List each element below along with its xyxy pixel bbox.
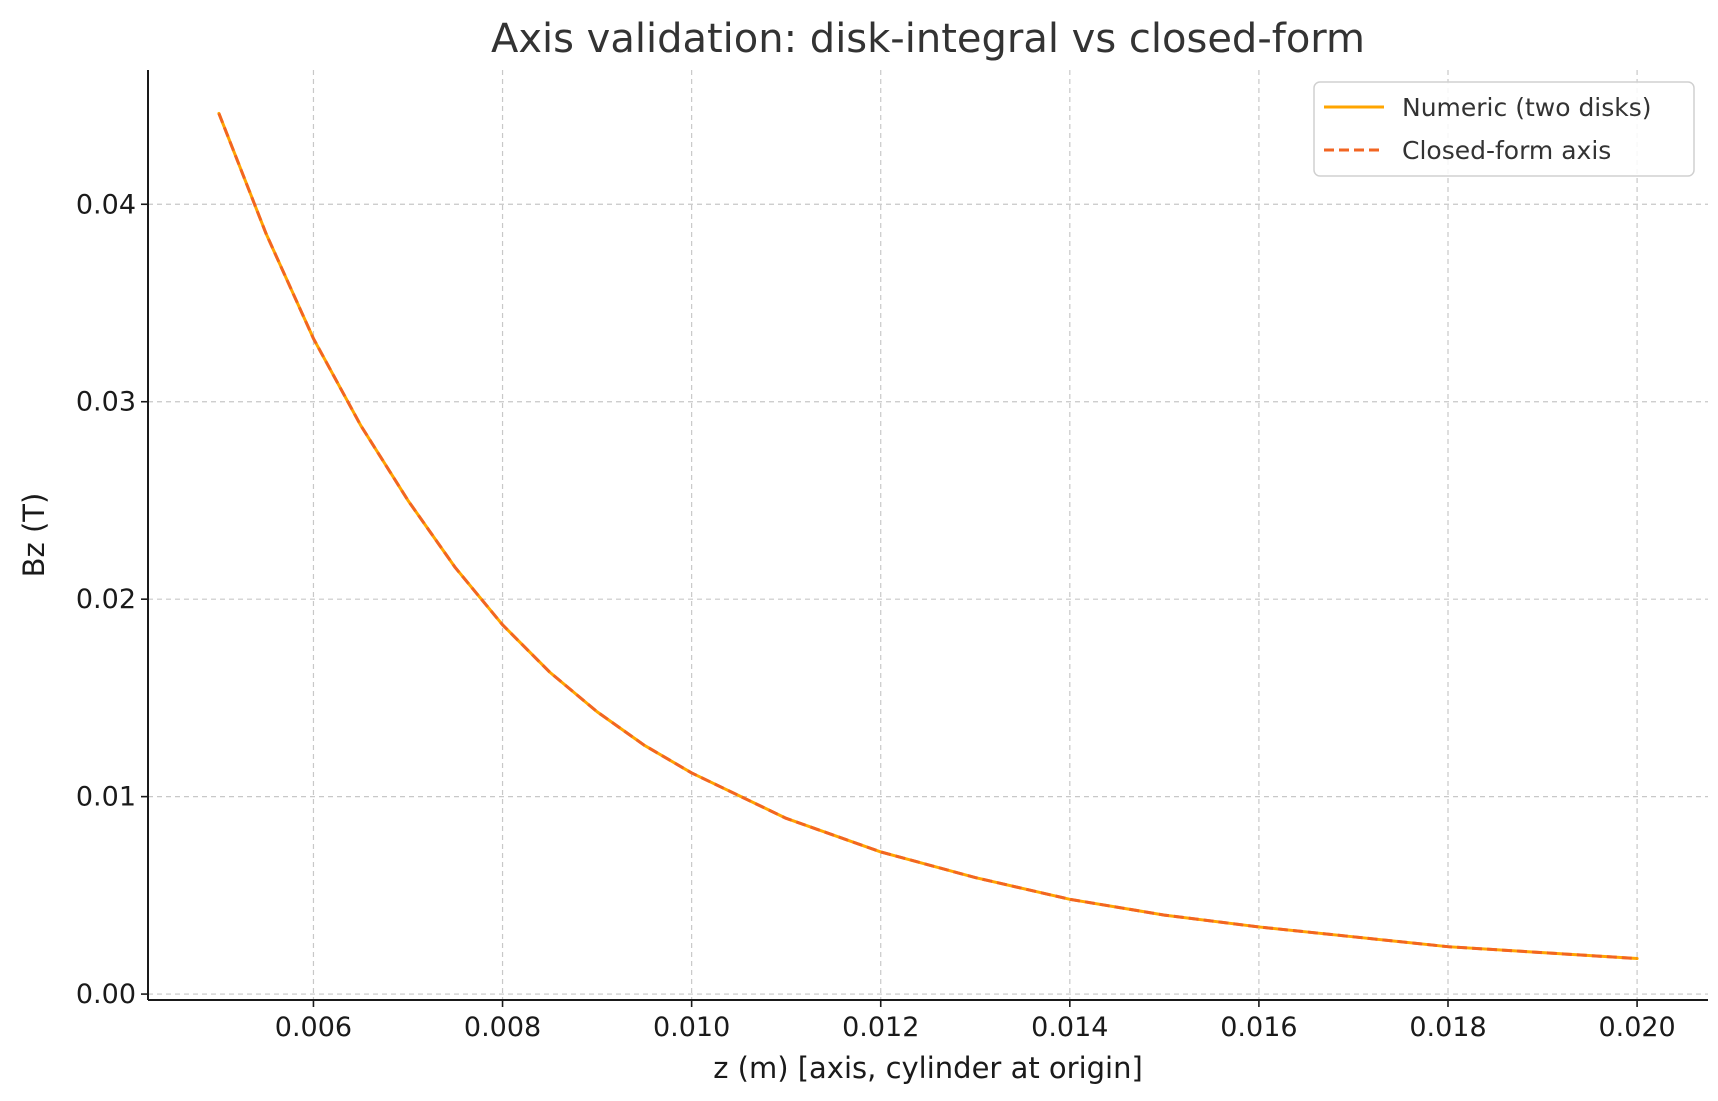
x-tick-label: 0.018 [1409, 1012, 1486, 1043]
x-tick-label: 0.016 [1220, 1012, 1297, 1043]
x-tick-label: 0.010 [653, 1012, 730, 1043]
y-axis-label: Bz (T) [17, 493, 51, 578]
x-tick-label: 0.014 [1031, 1012, 1108, 1043]
x-ticks: 0.006 0.008 0.010 0.012 0.014 0.016 0.018 0.020 [275, 1000, 1676, 1043]
chart-title: Axis validation: disk-integral vs closed… [491, 16, 1365, 62]
series-layer [217, 111, 1639, 961]
series-line-closed-form [217, 112, 1638, 961]
legend-label-closed-form: Closed-form axis [1402, 136, 1611, 165]
legend-box [1313, 81, 1695, 177]
y-ticks: 0.00 0.01 0.02 0.03 0.04 [76, 189, 148, 1010]
y-tick-label: 0.01 [76, 782, 136, 813]
grid [148, 70, 1708, 1000]
x-tick-label: 0.020 [1598, 1012, 1675, 1043]
legend-label-numeric: Numeric (two disks) [1402, 93, 1652, 122]
x-tick-label: 0.008 [464, 1012, 541, 1043]
legend: Numeric (two disks) Closed-form axis [1313, 81, 1695, 177]
y-tick-label: 0.02 [76, 584, 136, 615]
x-tick-label: 0.006 [275, 1012, 352, 1043]
x-axis-label: z (m) [axis, cylinder at origin] [713, 1051, 1143, 1085]
y-tick-label: 0.04 [76, 189, 136, 220]
x-tick-label: 0.012 [842, 1012, 919, 1043]
y-tick-label: 0.00 [76, 979, 136, 1010]
y-tick-label: 0.03 [76, 387, 136, 418]
